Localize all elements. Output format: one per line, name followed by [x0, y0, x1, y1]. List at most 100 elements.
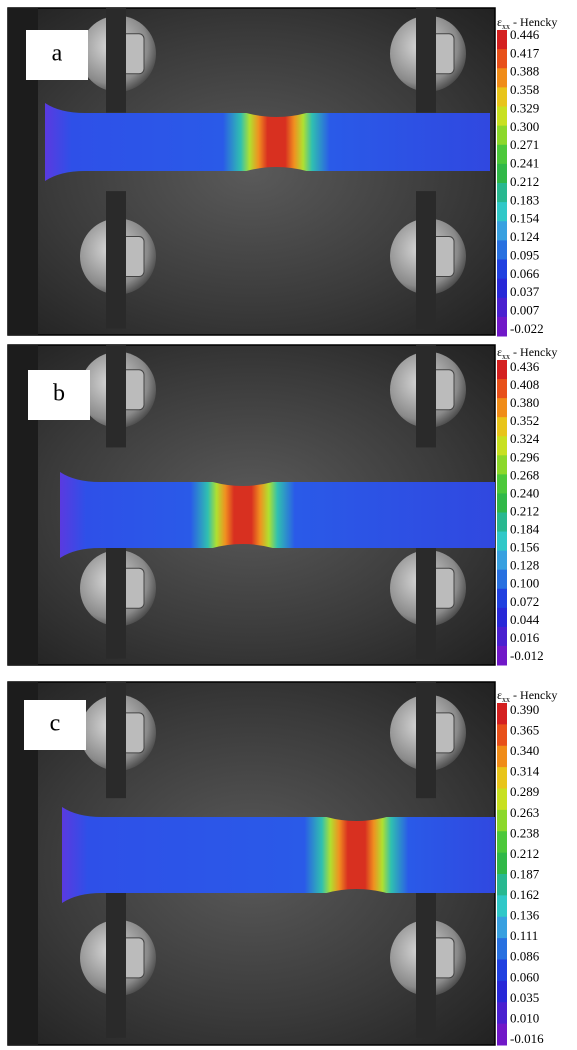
colorbar-tick-label: 0.263 — [510, 805, 539, 820]
colorbar-tick-label: 0.010 — [510, 1010, 539, 1025]
colorbar-subscript: xx — [502, 352, 510, 361]
colorbar-tick-label: 0.241 — [510, 156, 539, 171]
panel: aεxx - Hencky0.4460.4170.3880.3580.3290.… — [8, 8, 557, 337]
colorbar-tick-label: 0.340 — [510, 743, 539, 758]
colorbar-segment — [497, 981, 507, 1003]
colorbar-segment — [497, 240, 507, 260]
colorbar-segment — [497, 853, 507, 875]
colorbar-tick-label: 0.162 — [510, 887, 539, 902]
colorbar-tick-label: 0.037 — [510, 284, 540, 299]
figure: aεxx - Hencky0.4460.4170.3880.3580.3290.… — [0, 0, 577, 1050]
colorbar-tick-label: 0.324 — [510, 431, 540, 446]
clamp — [106, 8, 126, 113]
colorbar-tick-label: 0.156 — [510, 540, 540, 555]
colorbar-tick-label: 0.352 — [510, 413, 539, 428]
colorbar-tick-label: -0.022 — [510, 321, 544, 336]
colorbar-tick-label: 0.365 — [510, 723, 539, 738]
colorbar-tick-label: 0.390 — [510, 702, 539, 717]
colorbar-segment — [497, 895, 507, 917]
colorbar-segment — [497, 87, 507, 107]
colorbar-segment — [497, 360, 507, 380]
colorbar-tick-label: 0.035 — [510, 990, 539, 1005]
colorbar-tick-label: 0.212 — [510, 174, 539, 189]
colorbar-segment — [497, 49, 507, 69]
colorbar-tick-label: 0.044 — [510, 612, 540, 627]
colorbar-segment — [497, 183, 507, 203]
colorbar-tick-label: -0.012 — [510, 648, 544, 663]
colorbar-tick-label: 0.187 — [510, 866, 540, 881]
colorbar-segment — [497, 960, 507, 982]
colorbar-tick-label: 0.289 — [510, 784, 539, 799]
colorbar-segment — [497, 68, 507, 88]
colorbar-segment — [497, 810, 507, 832]
colorbar-tick-label: 0.296 — [510, 449, 540, 464]
colorbar-subscript: xx — [502, 22, 510, 31]
colorbar-tick-label: 0.124 — [510, 229, 540, 244]
colorbar-tick-label: 0.388 — [510, 64, 539, 79]
colorbar-segment — [497, 493, 507, 513]
clamp — [106, 345, 126, 447]
colorbar-segment — [497, 474, 507, 494]
colorbar-segment — [497, 398, 507, 418]
colorbar-subscript: xx — [502, 695, 510, 704]
colorbar-segment — [497, 608, 507, 628]
colorbar-segment — [497, 831, 507, 853]
colorbar-segment — [497, 436, 507, 456]
colorbar-segment — [497, 221, 507, 241]
colorbar-segment — [497, 202, 507, 222]
clamp — [416, 191, 436, 328]
colorbar-tick-label: 0.086 — [510, 949, 540, 964]
colorbar-tick-label: -0.016 — [510, 1031, 544, 1046]
colorbar-tick-label: 0.238 — [510, 825, 539, 840]
colorbar-title-text: - Hencky — [510, 345, 557, 359]
clamp — [106, 191, 126, 328]
colorbar-tick-label: 0.066 — [510, 266, 540, 281]
clamp — [416, 682, 436, 798]
colorbar-segment — [497, 767, 507, 789]
colorbar-segment — [497, 417, 507, 437]
colorbar-tick-label: 0.212 — [510, 503, 539, 518]
colorbar-tick-label: 0.136 — [510, 908, 540, 923]
colorbar-segment — [497, 107, 507, 127]
colorbar-segment — [497, 724, 507, 746]
colorbar-tick-label: 0.111 — [510, 928, 538, 943]
colorbar-tick-label: 0.268 — [510, 467, 539, 482]
colorbar-segment — [497, 589, 507, 609]
colorbar-tick-label: 0.358 — [510, 82, 539, 97]
colorbar-tick-label: 0.408 — [510, 377, 539, 392]
colorbar-segment — [497, 126, 507, 146]
colorbar-segment — [497, 513, 507, 533]
clamp — [416, 345, 436, 447]
colorbar-tick-label: 0.329 — [510, 100, 539, 115]
colorbar-segment — [497, 532, 507, 552]
colorbar-tick-label: 0.417 — [510, 45, 540, 60]
colorbar-tick-label: 0.271 — [510, 137, 539, 152]
colorbar-tick-label: 0.436 — [510, 359, 540, 374]
colorbar-tick-label: 0.446 — [510, 27, 540, 42]
colorbar-tick-label: 0.314 — [510, 764, 540, 779]
clamp — [106, 885, 126, 1037]
colorbar-segment — [497, 646, 507, 666]
clamp — [106, 682, 126, 798]
colorbar-segment — [497, 570, 507, 590]
colorbar-segment — [497, 455, 507, 475]
colorbar-tick-label: 0.128 — [510, 558, 539, 573]
clamp — [416, 885, 436, 1037]
colorbar-segment — [497, 874, 507, 896]
specimen — [60, 472, 495, 558]
colorbar-tick-label: 0.300 — [510, 119, 539, 134]
colorbar-tick-label: 0.240 — [510, 485, 539, 500]
colorbar-segment — [497, 1002, 507, 1024]
colorbar-segment — [497, 279, 507, 299]
colorbar-tick-label: 0.154 — [510, 211, 540, 226]
colorbar-segment — [497, 789, 507, 811]
colorbar-tick-label: 0.184 — [510, 522, 540, 537]
colorbar-tick-label: 0.060 — [510, 969, 539, 984]
panel-label: a — [52, 41, 63, 67]
colorbar-tick-label: 0.007 — [510, 303, 540, 318]
panel-label: b — [53, 381, 65, 407]
colorbar-tick-label: 0.380 — [510, 395, 539, 410]
clamp — [416, 8, 436, 113]
